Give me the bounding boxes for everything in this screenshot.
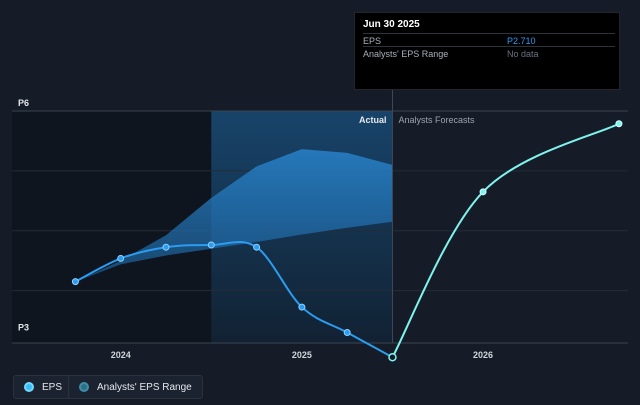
hover-tooltip: Jun 30 2025 EPS P2.710 Analysts' EPS Ran…	[354, 12, 620, 90]
eps-actual-point	[343, 329, 351, 337]
tooltip-eps-label: EPS	[363, 36, 382, 46]
x-tick-label: 2026	[473, 350, 493, 360]
x-tick-label: 2025	[292, 350, 312, 360]
y-tick-labels: P6 P3	[18, 98, 29, 333]
eps-actual-point	[117, 254, 125, 262]
eps-forecast-point	[479, 188, 487, 196]
legend-item-eps[interactable]: EPS	[13, 375, 74, 399]
eps-actual-point	[298, 303, 306, 311]
eps-actual-point	[207, 241, 215, 249]
eps-actual-point	[162, 243, 170, 251]
legend-eps-label: EPS	[42, 381, 63, 393]
y-tick-label: P6	[18, 98, 29, 108]
tooltip-range-value: No data	[507, 49, 539, 59]
range-legend-dot-icon	[79, 382, 89, 392]
eps-points	[71, 120, 623, 362]
x-tick-labels: 2024 2025 2026	[111, 350, 493, 360]
legend-item-eps-range[interactable]: Analysts' EPS Range	[68, 375, 203, 399]
eps-forecast-point	[615, 120, 623, 128]
forecast-section-label: Analysts Forecasts	[398, 115, 475, 125]
eps-current-point	[388, 352, 397, 362]
x-tick-label: 2024	[111, 350, 131, 360]
tooltip-eps-value: P2.710	[507, 36, 536, 46]
eps-actual-line	[74, 240, 393, 359]
tooltip-row-eps: EPS P2.710	[363, 33, 615, 48]
tooltip-row-range: Analysts' EPS Range No data	[363, 46, 615, 61]
eps-forecast-line	[391, 122, 620, 358]
eps-actual-point	[71, 278, 79, 286]
tooltip-range-label: Analysts' EPS Range	[363, 49, 449, 59]
legend-range-label: Analysts' EPS Range	[97, 381, 192, 393]
actual-section-label: Actual	[359, 115, 387, 125]
eps-legend-dot-icon	[24, 382, 34, 392]
eps-actual-point	[253, 243, 261, 251]
y-tick-label: P3	[18, 323, 29, 333]
tooltip-date: Jun 30 2025	[363, 19, 420, 30]
